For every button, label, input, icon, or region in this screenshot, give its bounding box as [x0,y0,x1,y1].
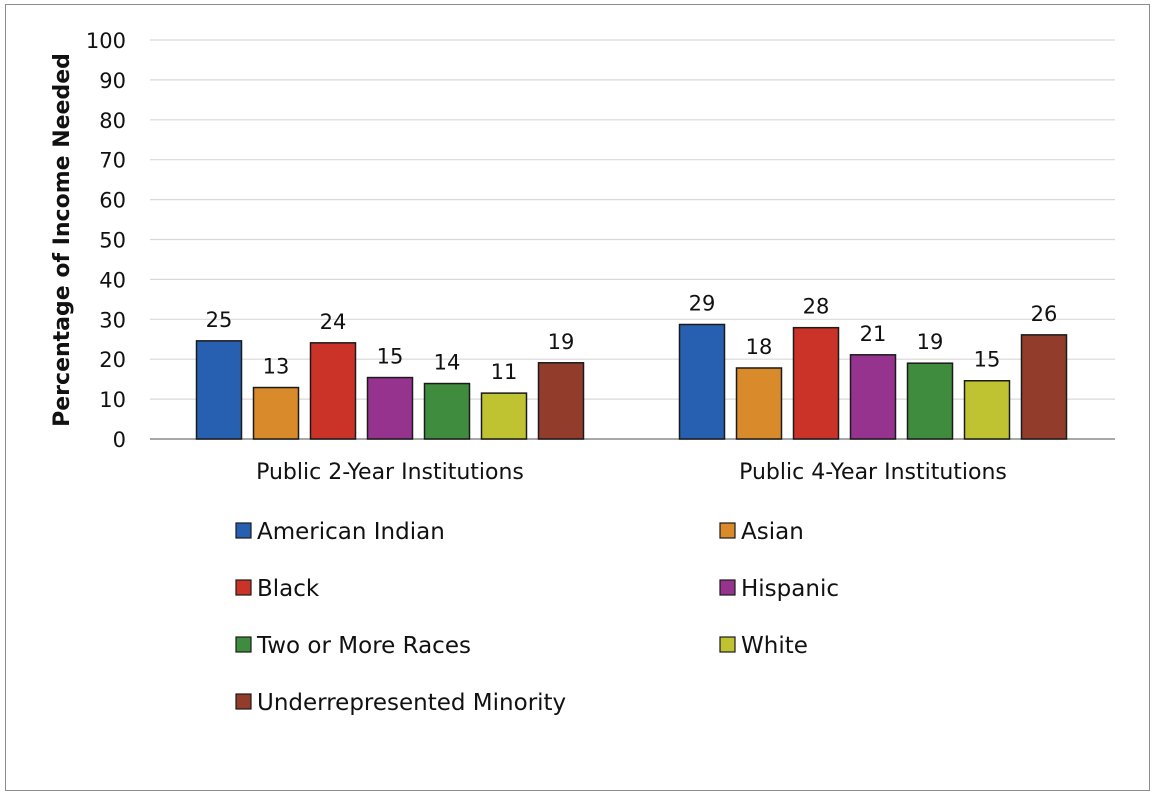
y-tick-label: 60 [99,189,126,213]
data-label: 15 [377,345,404,369]
y-tick-label: 90 [99,69,126,93]
bar [480,392,528,440]
data-label: 28 [803,295,830,319]
bar [792,326,840,440]
legend-label: Black [257,576,320,602]
data-label: 26 [1031,302,1058,326]
bar [537,362,585,440]
legend-swatch [719,579,736,596]
legend-swatch [235,522,252,539]
y-tick-label: 10 [99,388,126,412]
data-label: 14 [434,351,461,375]
legend-swatch [719,522,736,539]
data-label: 11 [491,360,518,384]
y-tick-label: 30 [99,308,126,332]
y-axis-title: Percentage of Income Needed [50,53,75,427]
legend-label: Two or More Races [256,633,471,659]
bar [195,340,243,440]
data-label: 21 [860,322,887,346]
x-category-label: Public 2-Year Institutions [256,460,524,485]
data-label: 13 [263,355,290,379]
y-tick-label: 40 [99,268,126,292]
y-tick-label: 50 [99,229,126,253]
bar [735,367,783,440]
y-tick-label: 100 [86,29,126,53]
legend-label: Hispanic [741,576,839,602]
data-label: 25 [206,308,233,332]
x-category-label: Public 4-Year Institutions [739,460,1007,485]
bar [252,386,300,440]
bar [906,362,954,440]
legend-swatch [235,636,252,653]
bar [849,354,897,440]
data-label: 19 [917,330,944,354]
bar [963,379,1011,440]
legend-label: White [741,633,808,659]
legend-label: Underrepresented Minority [257,690,566,716]
data-label: 18 [746,335,773,359]
legend-swatch [719,636,736,653]
y-tick-label: 0 [113,428,126,452]
legend-swatch [235,579,252,596]
bar [366,376,414,440]
bar [423,382,471,440]
y-tick-label: 70 [99,149,126,173]
data-label: 24 [320,310,347,334]
bar [678,323,726,440]
legend-label: Asian [741,519,804,545]
legend-swatch [235,693,252,710]
bar [1020,334,1068,440]
y-tick-label: 80 [99,109,126,133]
legend-label: American Indian [257,519,445,545]
bar [309,342,357,440]
data-label: 29 [689,291,716,315]
data-label: 19 [548,330,575,354]
y-tick-label: 20 [99,348,126,372]
data-label: 15 [974,348,1001,372]
